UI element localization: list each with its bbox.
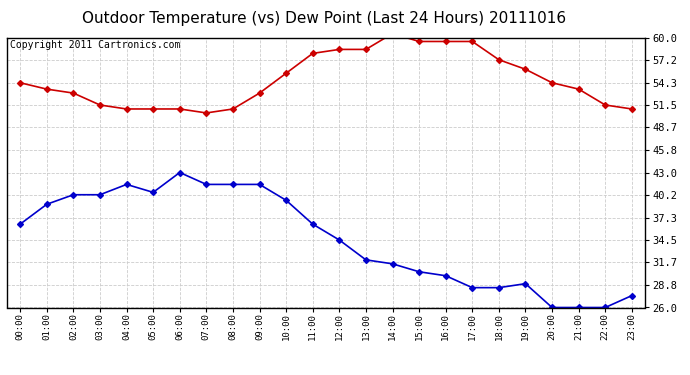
Text: Outdoor Temperature (vs) Dew Point (Last 24 Hours) 20111016: Outdoor Temperature (vs) Dew Point (Last… — [82, 11, 566, 26]
Text: Copyright 2011 Cartronics.com: Copyright 2011 Cartronics.com — [10, 40, 181, 50]
